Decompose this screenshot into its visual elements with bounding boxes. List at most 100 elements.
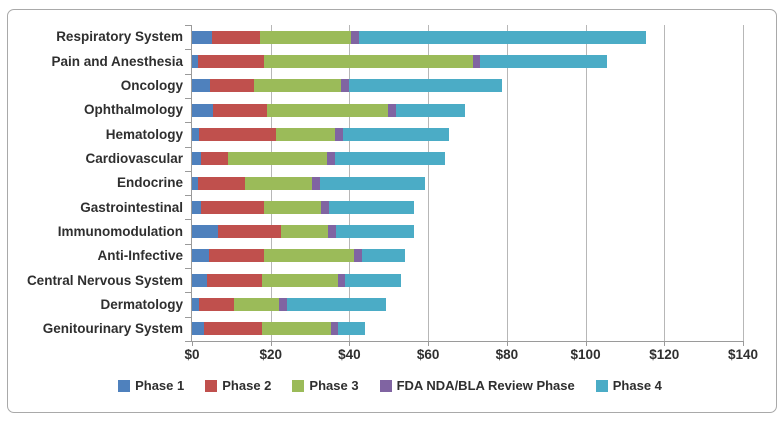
y-tick xyxy=(185,195,192,197)
legend-item-phase-3: Phase 3 xyxy=(292,378,359,393)
x-tick-label-20: $20 xyxy=(259,347,282,362)
category-label-respiratory-system: Respiratory System xyxy=(56,29,183,45)
bar-segment-fda-nda-bla-review-phase xyxy=(472,54,481,68)
category-label-ophthalmology: Ophthalmology xyxy=(84,102,183,118)
category-row-anti-infective: Anti-Infective xyxy=(97,244,743,268)
bar-segment-phase-3 xyxy=(264,54,473,68)
bar-segment-phase-2 xyxy=(197,54,265,68)
bar-segment-phase-3 xyxy=(234,298,280,312)
category-row-immunomodulation: Immunomodulation xyxy=(58,220,743,244)
stacked-bar-hematology xyxy=(192,127,449,141)
legend-swatch-phase-2 xyxy=(205,379,218,392)
category-row-cardiovascular: Cardiovascular xyxy=(85,147,743,171)
y-tick xyxy=(185,49,192,51)
category-row-gastrointestinal: Gastrointestinal xyxy=(80,195,743,219)
legend-item-phase-4: Phase 4 xyxy=(595,378,662,393)
legend-swatch-fda-nda-bla-review-phase xyxy=(379,379,392,392)
x-tick-80 xyxy=(506,341,508,346)
bar-segment-phase-3 xyxy=(263,200,321,214)
category-label-pain-and-anesthesia: Pain and Anesthesia xyxy=(51,53,183,69)
x-tick-100 xyxy=(585,341,587,346)
bar-segment-phase-1 xyxy=(192,225,218,239)
stacked-bar-anti-infective xyxy=(192,249,406,263)
bar-segment-phase-2 xyxy=(200,152,229,166)
bar-segment-phase-3 xyxy=(253,79,341,93)
bar-segment-phase-4 xyxy=(359,30,647,44)
stacked-bar-central-nervous-system xyxy=(192,273,401,287)
category-label-cardiovascular: Cardiovascular xyxy=(85,150,183,166)
bar-segment-phase-1 xyxy=(192,176,198,190)
bar-segment-phase-1 xyxy=(192,103,213,117)
bar-segment-fda-nda-bla-review-phase xyxy=(351,30,360,44)
bar-segment-phase-4 xyxy=(338,322,366,336)
bar-segment-phase-1 xyxy=(192,298,200,312)
y-tick xyxy=(185,341,192,342)
x-tick-label-120: $120 xyxy=(649,347,680,362)
legend-item-phase-1: Phase 1 xyxy=(118,378,184,393)
bar-segment-phase-1 xyxy=(192,152,201,166)
bar-segment-phase-3 xyxy=(228,152,328,166)
stacked-bar-immunomodulation xyxy=(192,225,414,239)
bar-segment-phase-4 xyxy=(335,225,414,239)
x-tick-20 xyxy=(270,341,272,346)
y-axis-line xyxy=(191,25,192,341)
bar-segment-fda-nda-bla-review-phase xyxy=(330,322,339,336)
bar-segment-phase-4 xyxy=(345,273,401,287)
bar-segment-fda-nda-bla-review-phase xyxy=(279,298,288,312)
bar-segment-phase-3 xyxy=(260,30,352,44)
category-label-dermatology: Dermatology xyxy=(100,296,183,312)
x-tick-140 xyxy=(743,341,744,346)
x-tick-label-100: $100 xyxy=(570,347,601,362)
bar-segment-phase-3 xyxy=(275,127,335,141)
bar-segment-phase-1 xyxy=(192,127,199,141)
stacked-bar-dermatology xyxy=(192,298,387,312)
bar-segment-phase-3 xyxy=(261,322,331,336)
legend-item-fda-nda-bla-review-phase: FDA NDA/BLA Review Phase xyxy=(379,378,575,393)
bar-segment-phase-3 xyxy=(280,225,328,239)
stacked-bar-ophthalmology xyxy=(192,103,466,117)
stacked-bar-pain-and-anesthesia xyxy=(192,54,607,68)
bar-segment-fda-nda-bla-review-phase xyxy=(340,79,349,93)
category-row-genitourinary-system: Genitourinary System xyxy=(43,317,743,341)
gridline-100 xyxy=(585,25,587,341)
bar-segment-phase-4 xyxy=(335,152,445,166)
category-label-gastrointestinal: Gastrointestinal xyxy=(80,199,183,215)
stacked-bar-respiratory-system xyxy=(192,30,647,44)
legend-item-phase-2: Phase 2 xyxy=(205,378,271,393)
legend-swatch-phase-4 xyxy=(595,379,608,392)
gridline-140 xyxy=(743,25,744,341)
category-label-genitourinary-system: Genitourinary System xyxy=(42,321,183,337)
bar-segment-phase-3 xyxy=(264,249,355,263)
bar-segment-phase-4 xyxy=(319,176,425,190)
bar-segment-fda-nda-bla-review-phase xyxy=(327,152,336,166)
legend-label-phase-3: Phase 3 xyxy=(309,378,359,393)
category-row-endocrine: Endocrine xyxy=(117,171,743,195)
bar-segment-phase-3 xyxy=(262,273,338,287)
bar-segment-fda-nda-bla-review-phase xyxy=(334,127,343,141)
category-row-central-nervous-system: Central Nervous System xyxy=(27,268,743,292)
bar-segment-phase-2 xyxy=(209,79,254,93)
legend-label-phase-4: Phase 4 xyxy=(612,378,662,393)
category-label-oncology: Oncology xyxy=(120,78,183,94)
bar-segment-phase-4 xyxy=(361,249,406,263)
category-row-hematology: Hematology xyxy=(106,122,743,146)
x-tick-label-0: $0 xyxy=(184,347,200,362)
x-tick-label-140: $140 xyxy=(727,347,759,362)
bar-segment-phase-2 xyxy=(198,127,276,141)
category-row-oncology: Oncology xyxy=(121,74,743,98)
bar-segment-phase-1 xyxy=(192,273,208,287)
bar-segment-phase-2 xyxy=(201,200,264,214)
bar-segment-fda-nda-bla-review-phase xyxy=(337,273,346,287)
gridline-60 xyxy=(428,25,430,341)
bar-segment-phase-1 xyxy=(192,200,202,214)
bar-segment-phase-2 xyxy=(197,176,246,190)
y-tick xyxy=(185,316,192,318)
x-axis-line xyxy=(186,341,743,342)
category-row-respiratory-system: Respiratory System xyxy=(56,25,743,49)
plot-area: Respiratory System Pain and Anesthesia Onc… xyxy=(27,25,744,346)
legend-swatch-phase-1 xyxy=(118,379,131,392)
bar-segment-phase-4 xyxy=(328,200,415,214)
bar-segment-phase-4 xyxy=(342,127,449,141)
bar-segment-phase-2 xyxy=(217,225,281,239)
y-tick xyxy=(185,73,192,75)
